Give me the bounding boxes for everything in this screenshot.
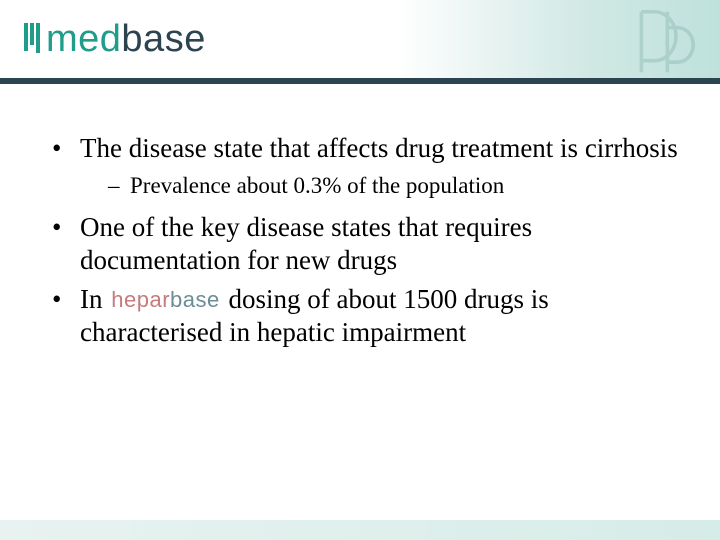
bullet-text: One of the key disease states that requi… [80,212,532,275]
bullet-list: The disease state that affects drug trea… [48,132,680,349]
logo-text-suffix: base [121,18,205,61]
bullet-item: In heparbase dosing of about 1500 drugs … [48,283,680,349]
inline-brand-suffix: base [170,287,220,312]
logo-stripes-icon [24,23,40,53]
bullet-item: One of the key disease states that requi… [48,211,680,277]
logo-text-prefix: med [46,18,121,61]
bullet-text-pre: In [80,284,109,314]
sub-bullet-list: Prevalence about 0.3% of the population [108,171,680,201]
bullet-item: The disease state that affects drug trea… [48,132,680,201]
sub-bullet-text: Prevalence about 0.3% of the population [130,173,504,198]
sub-bullet-item: Prevalence about 0.3% of the population [108,171,680,201]
heparbase-inline-logo: heparbase [109,287,222,312]
content-area: The disease state that affects drug trea… [48,132,680,355]
footer-bar [0,520,720,540]
db-watermark-icon [624,6,702,78]
medbase-logo: medbase [24,18,206,61]
inline-brand-prefix: hepar [111,287,170,312]
slide: medbase The disease state that affects d… [0,0,720,540]
bullet-text: The disease state that affects drug trea… [80,133,678,163]
header-rule [0,78,720,84]
